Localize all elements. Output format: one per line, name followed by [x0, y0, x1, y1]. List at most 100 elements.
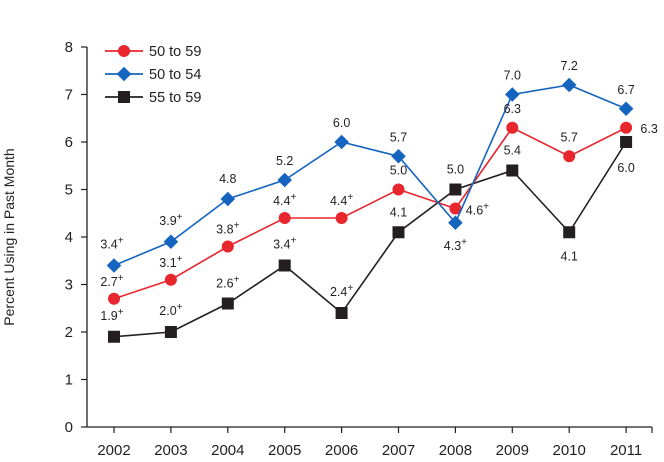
data-label: 2.6+ — [216, 275, 239, 291]
legend-item-55-to-59: 55 to 59 — [105, 90, 201, 106]
data-point — [164, 273, 177, 286]
data-label: 5.2 — [276, 154, 293, 168]
data-label: 3.4+ — [273, 236, 296, 252]
data-point — [620, 121, 633, 134]
data-point — [220, 191, 236, 207]
data-label: 4.4+ — [330, 192, 353, 208]
data-label: 5.7 — [390, 130, 407, 144]
data-label: 3.9+ — [159, 212, 182, 228]
data-point — [335, 212, 348, 224]
significance-plus: + — [461, 237, 467, 248]
y-axis-label: Percent Using in Past Month — [1, 148, 17, 325]
data-point — [618, 101, 634, 117]
data-label: 3.1+ — [159, 254, 182, 270]
data-point — [106, 258, 122, 273]
series-layer — [106, 77, 634, 343]
data-point — [163, 234, 179, 250]
data-point — [563, 150, 576, 163]
data-label: 6.0 — [617, 161, 634, 175]
data-label: 5.7 — [561, 130, 578, 144]
significance-plus: + — [290, 192, 296, 203]
legend-marker — [118, 45, 130, 57]
data-point — [506, 164, 519, 177]
x-tick-label: 2002 — [97, 442, 130, 459]
significance-plus: + — [347, 283, 353, 294]
data-point — [108, 292, 120, 305]
significance-plus: + — [234, 221, 240, 232]
x-tick-label: 2004 — [211, 442, 244, 459]
data-point — [620, 136, 633, 148]
legend: 50 to 59 50 to 54 55 to 59 — [105, 44, 201, 106]
data-label: 7.0 — [504, 69, 521, 83]
data-label: 4.1 — [561, 249, 578, 263]
x-tick-label: 2008 — [439, 442, 472, 459]
series-55-to-59 — [108, 136, 633, 343]
data-point — [506, 121, 519, 134]
data-point — [505, 87, 520, 102]
y-tick-label: 5 — [65, 182, 73, 199]
x-tick-label: 2010 — [553, 442, 586, 459]
series-50-to-59 — [108, 121, 633, 305]
significance-plus: + — [347, 192, 353, 203]
y-tick-label: 4 — [65, 229, 73, 246]
significance-plus: + — [177, 212, 183, 223]
data-point — [108, 330, 120, 343]
data-point — [392, 183, 405, 196]
data-label: 4.6+ — [466, 202, 489, 218]
data-point — [391, 148, 406, 164]
significance-plus: + — [290, 236, 296, 247]
legend-marker — [118, 91, 130, 103]
data-point — [335, 307, 348, 319]
legend-item-50-to-54: 50 to 54 — [105, 66, 201, 83]
data-point — [449, 183, 462, 196]
y-tick-label: 6 — [65, 134, 73, 151]
data-label: 4.1 — [390, 205, 407, 219]
data-point — [278, 259, 291, 272]
legend-label: 55 to 59 — [149, 90, 201, 106]
data-label: 6.0 — [333, 116, 350, 130]
series-50-to-54 — [106, 77, 634, 273]
data-label: 2.0+ — [159, 302, 182, 318]
data-point — [221, 297, 234, 310]
significance-plus: + — [177, 254, 183, 265]
data-point — [563, 226, 576, 239]
legend-label: 50 to 54 — [149, 67, 201, 83]
series-line — [113, 141, 627, 338]
x-tick-label: 2006 — [325, 442, 358, 459]
x-tick-label: 2007 — [382, 442, 415, 459]
data-label: 4.4+ — [273, 192, 296, 208]
data-point — [561, 77, 577, 93]
data-label: 1.9+ — [100, 307, 123, 323]
data-point — [449, 202, 462, 215]
y-tick-label: 0 — [65, 419, 73, 436]
legend-item-50-to-59: 50 to 59 — [105, 44, 201, 60]
y-tick-label: 1 — [65, 372, 73, 389]
significance-plus: + — [483, 202, 489, 213]
x-tick-label: 2005 — [268, 442, 301, 459]
data-label: 7.2 — [561, 59, 578, 73]
legend-marker — [116, 66, 132, 82]
data-label: 2.4+ — [330, 283, 353, 299]
data-point — [392, 226, 405, 239]
significance-plus: + — [118, 307, 124, 318]
data-label: 4.3+ — [444, 237, 467, 253]
chart-axes: 0 1 2 3 4 5 6 7 8 2002 2003 2004 2005 2006 2007 2008 200… — [65, 39, 653, 459]
data-label: 2.7+ — [100, 273, 123, 289]
y-tick-label: 7 — [65, 87, 73, 104]
data-point — [334, 134, 349, 150]
data-point — [277, 172, 292, 188]
significance-plus: + — [234, 275, 240, 286]
y-tick-label: 2 — [65, 324, 73, 341]
data-label: 3.4+ — [100, 236, 123, 252]
y-tick-label: 8 — [65, 39, 73, 56]
data-label: 6.7 — [617, 83, 634, 97]
data-point — [164, 326, 177, 338]
series-line — [113, 126, 627, 300]
data-label: 3.8+ — [216, 221, 239, 237]
legend-label: 50 to 59 — [149, 44, 201, 60]
data-point — [278, 212, 291, 224]
data-label: 6.3 — [504, 102, 521, 116]
y-tick-label: 3 — [65, 277, 73, 294]
data-label: 5.4 — [504, 144, 521, 158]
